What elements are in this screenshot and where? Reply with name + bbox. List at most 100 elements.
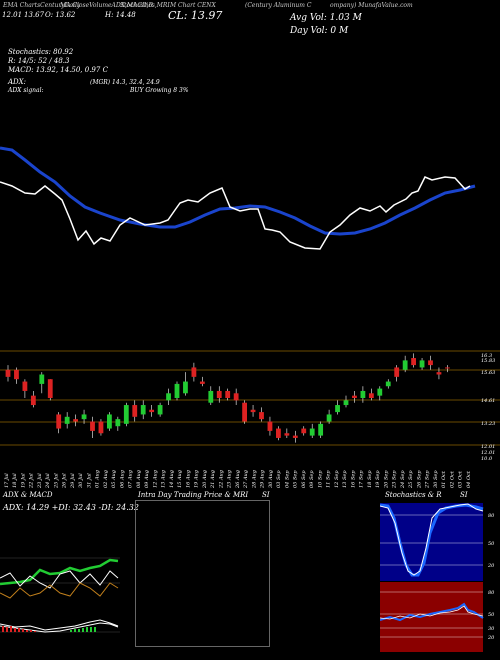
price-axis-label: 14.61: [481, 398, 495, 404]
candle-body: [132, 405, 138, 417]
date-label: 26 Sep: [416, 470, 422, 489]
date-label: 07 Aug: [128, 470, 134, 488]
rsi-axis-label: 80: [488, 590, 495, 596]
candle-body: [39, 374, 45, 384]
candle-body: [301, 428, 307, 434]
candle-body: [174, 383, 180, 398]
ema-line: [0, 146, 476, 236]
intraday-panel-title: Intra Day Trading Price & MRI: [138, 491, 249, 499]
candle-body: [411, 358, 416, 366]
candle-body: [402, 360, 408, 370]
stochastics-text: Stochastics: 80.92: [8, 48, 74, 56]
date-axis: 17 Jul 18 Jul 19 Jul 22 Jul 23 Jul 24 Jul 25 J…: [4, 470, 472, 489]
price-axis-label: 12.01: [481, 444, 495, 450]
candle-body: [30, 395, 36, 406]
date-label: 02 Oct: [449, 470, 455, 488]
date-label: 19 Jul: [20, 473, 26, 488]
date-label: 31 Jul: [86, 473, 92, 488]
date-label: 02 Aug: [103, 470, 109, 488]
ema-chart: [0, 146, 476, 250]
candle-body: [123, 405, 129, 424]
date-label: 26 Aug: [235, 470, 241, 489]
candle-body: [149, 409, 155, 413]
date-label: 01 Aug: [95, 470, 101, 488]
price-axis-label: 15.83: [481, 358, 495, 364]
candle-body: [419, 360, 425, 368]
date-label: 16 Sep: [350, 470, 356, 488]
candle-body: [157, 405, 163, 415]
price-axis-label: 13.23: [481, 421, 495, 427]
rsi-text: R: 14/5: 52 / 48.3: [8, 57, 70, 65]
candle-body: [284, 433, 290, 436]
candle-body: [385, 381, 391, 387]
date-label: 18 Jul: [12, 473, 18, 488]
date-label: 30 Jul: [78, 473, 84, 488]
price-axis-label: 12.01: [481, 450, 495, 456]
macd-panel: [0, 619, 120, 633]
date-label: 19 Sep: [375, 470, 381, 488]
date-label: 19 Aug: [194, 470, 200, 488]
date-label: 04 Oct: [466, 470, 472, 488]
day-volume: Day Vol: 0 M: [290, 26, 349, 36]
date-label: 05 Sep: [293, 470, 299, 488]
rsi-panel: 80 50 30 20: [380, 582, 495, 652]
header-line-6: ompany) MunafaValue.com: [330, 2, 413, 9]
adx-panel: [0, 557, 120, 599]
candle-body: [199, 381, 205, 384]
date-label: 06 Aug: [119, 470, 125, 488]
candle-body: [394, 367, 400, 377]
candle-body: [191, 367, 197, 377]
adx-values: (MGR) 14.3, 32.4, 24.9: [90, 79, 160, 86]
candle-body: [377, 388, 383, 396]
date-label: 08 Aug: [136, 470, 142, 488]
adx-signal-label: ADX signal:: [8, 87, 44, 94]
date-label: 13 Sep: [342, 470, 348, 488]
date-label: 10 Sep: [317, 470, 323, 488]
candle-body: [352, 395, 357, 398]
candle-body: [436, 372, 442, 375]
adx-text: ADX:: [8, 78, 27, 86]
candle-body: [166, 393, 171, 401]
date-label: 17 Sep: [359, 470, 365, 488]
intraday-si-label: SI: [262, 491, 270, 499]
price-axis-label: 15.63: [481, 370, 495, 376]
header-line-4: M Chart CENX: [170, 2, 216, 9]
candle-body: [47, 379, 53, 398]
buy-signal: BUY Growing 8 3%: [130, 87, 189, 94]
left-mid: 13.67: [24, 11, 45, 19]
date-label: 24 Jul: [45, 473, 51, 489]
candle-body: [276, 428, 281, 438]
candle-body: [5, 369, 11, 377]
stoch-axis-label: 80: [488, 513, 495, 519]
rsi-axis-label: 50: [488, 612, 495, 618]
intraday-box: [135, 500, 270, 647]
candle-body: [428, 360, 433, 366]
candlestick-chart: 16.3 15.83 15.63 14.61 13.23 12.01 12.01…: [0, 350, 500, 462]
date-label: 27 Sep: [425, 470, 431, 489]
date-label: 23 Aug: [227, 470, 233, 489]
candle-body: [225, 390, 231, 398]
date-label: 13 Aug: [161, 470, 167, 488]
candle-body: [56, 414, 62, 429]
rsi-axis-label: 20: [487, 635, 495, 641]
avg-volume: Avg Vol: 1.03 M: [290, 13, 362, 23]
rsi-axis-label: 30: [488, 626, 495, 632]
candle-body: [318, 423, 324, 436]
date-label: 21 Aug: [210, 470, 216, 489]
candle-body: [259, 412, 264, 420]
header-line-5: (Century Aluminum C: [245, 2, 312, 9]
candle-body: [183, 381, 188, 394]
date-label: 20 Aug: [202, 470, 208, 489]
date-label: 20 Sep: [383, 470, 389, 489]
candle-body: [233, 393, 239, 401]
date-label: 18 Sep: [367, 470, 373, 488]
adx-panel-values: ADX: 14.29 +DI: 32.43 -DI: 24.32: [3, 503, 139, 512]
date-label: 30 Sep: [433, 470, 439, 488]
date-label: 23 Jul: [37, 473, 43, 489]
candle-body: [73, 419, 78, 422]
date-label: 23 Sep: [392, 470, 398, 489]
adx-panel-title: ADX & MACD: [3, 491, 53, 499]
close-label: CL: 13.97: [168, 9, 223, 22]
left-prefix: 12.01: [2, 11, 23, 19]
candle-body: [335, 405, 340, 413]
